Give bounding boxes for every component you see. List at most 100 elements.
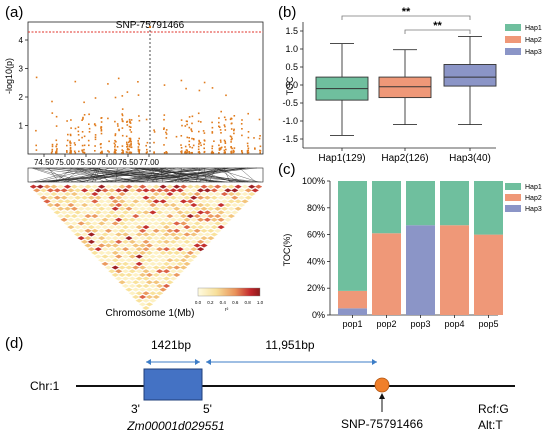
ld-cell (149, 217, 157, 222)
ld-cell (213, 221, 222, 226)
ld-cell (135, 254, 143, 259)
ld-scale-tick-label: 0.4 (220, 300, 227, 305)
bar-segment-hap3 (406, 225, 435, 315)
manhattan-point (180, 119, 183, 121)
manhattan-point (100, 132, 103, 135)
lead-snp-point (149, 26, 151, 28)
ld-cell (135, 232, 143, 237)
ld-cell (183, 239, 191, 244)
manhattan-xtick-label: 77.00 (139, 158, 160, 167)
manhattan-point (211, 121, 213, 124)
ld-cell (128, 217, 137, 222)
ld-cell (200, 192, 208, 197)
ld-cell (91, 199, 99, 204)
ld-cell (132, 236, 140, 241)
ld-cell (114, 203, 123, 208)
manhattan-point (241, 151, 244, 154)
manhattan-point (51, 148, 54, 151)
manhattan-point (130, 152, 132, 154)
legend-label: Hap1 (525, 25, 542, 32)
ld-cell (169, 195, 178, 200)
boxplot-ytick-label: -0.5 (282, 98, 298, 108)
manhattan-point (128, 148, 130, 151)
ld-cell (152, 280, 160, 285)
stacked-ytick-label: 60% (307, 230, 325, 240)
ld-cell (203, 225, 212, 230)
manhattan-point (211, 151, 213, 154)
manhattan-point (198, 152, 201, 154)
ld-cell (176, 225, 184, 230)
ld-cell (166, 206, 174, 211)
manhattan-point (223, 152, 226, 154)
ld-cell (176, 254, 184, 259)
manhattan-point (181, 124, 183, 127)
manhattan-point (78, 150, 80, 153)
boxplot-xtick-label: Hap3(40) (449, 153, 491, 164)
ld-cell (97, 206, 106, 211)
ld-cell (176, 195, 184, 200)
manhattan-point (200, 144, 202, 147)
ld-cell (193, 243, 201, 248)
ld-cell (135, 217, 143, 222)
ld-cell (125, 280, 133, 285)
ld-cell (97, 236, 106, 241)
ld-cell (142, 247, 150, 252)
ld-cell (135, 203, 143, 208)
manhattan-point (225, 148, 227, 151)
ld-cell (248, 184, 256, 189)
ld-cell (169, 239, 178, 244)
ld-cell (128, 232, 137, 237)
ld-cell (172, 206, 181, 211)
ld-cell (196, 247, 205, 252)
manhattan-point (191, 122, 193, 125)
ld-cell (121, 254, 130, 259)
ld-cell (152, 265, 160, 270)
ld-cell (230, 203, 239, 208)
ld-cell (149, 225, 157, 230)
manhattan-point (113, 142, 116, 145)
manhattan-point (81, 144, 84, 147)
ld-cell (84, 228, 92, 233)
ld-cell (169, 269, 178, 274)
ld-cell (114, 232, 123, 237)
ld-cell (193, 206, 201, 211)
ld-cell (152, 250, 160, 255)
manhattan-point (211, 132, 214, 134)
manhattan-point (191, 130, 193, 133)
ld-cell (193, 199, 201, 204)
ld-cell (101, 188, 109, 193)
ld-cell (248, 192, 256, 197)
ld-cell (237, 203, 246, 208)
manhattan-point (88, 123, 90, 125)
stacked-bar-pop5 (474, 181, 503, 315)
ld-scale-unit: r² (225, 307, 229, 313)
manhattan-point (224, 118, 227, 121)
manhattan-point (55, 145, 57, 148)
manhattan-point (137, 81, 139, 83)
ld-cell (190, 188, 198, 193)
ld-cell (159, 265, 167, 270)
manhattan-point (125, 135, 128, 138)
ld-cell (142, 291, 150, 296)
ld-cell (230, 195, 239, 200)
boxplot-box-hap3 (443, 35, 497, 126)
ld-cell (135, 188, 143, 193)
manhattan-point (94, 134, 97, 136)
manhattan-point (165, 133, 168, 135)
ld-cell (84, 236, 92, 241)
ld-cell (207, 184, 215, 189)
ld-cell (213, 192, 222, 197)
ld-cell (190, 203, 198, 208)
ld-cell (217, 195, 225, 200)
manhattan-point (184, 151, 186, 154)
stacked-xtick-label: pop2 (376, 319, 396, 329)
manhattan-point (100, 146, 102, 149)
ld-cell (179, 221, 188, 226)
manhattan-point (94, 97, 97, 99)
manhattan-point (118, 128, 120, 131)
manhattan-point (232, 149, 235, 152)
manhattan-point (241, 128, 243, 130)
ld-cell (203, 239, 212, 244)
ld-cell (224, 188, 232, 193)
